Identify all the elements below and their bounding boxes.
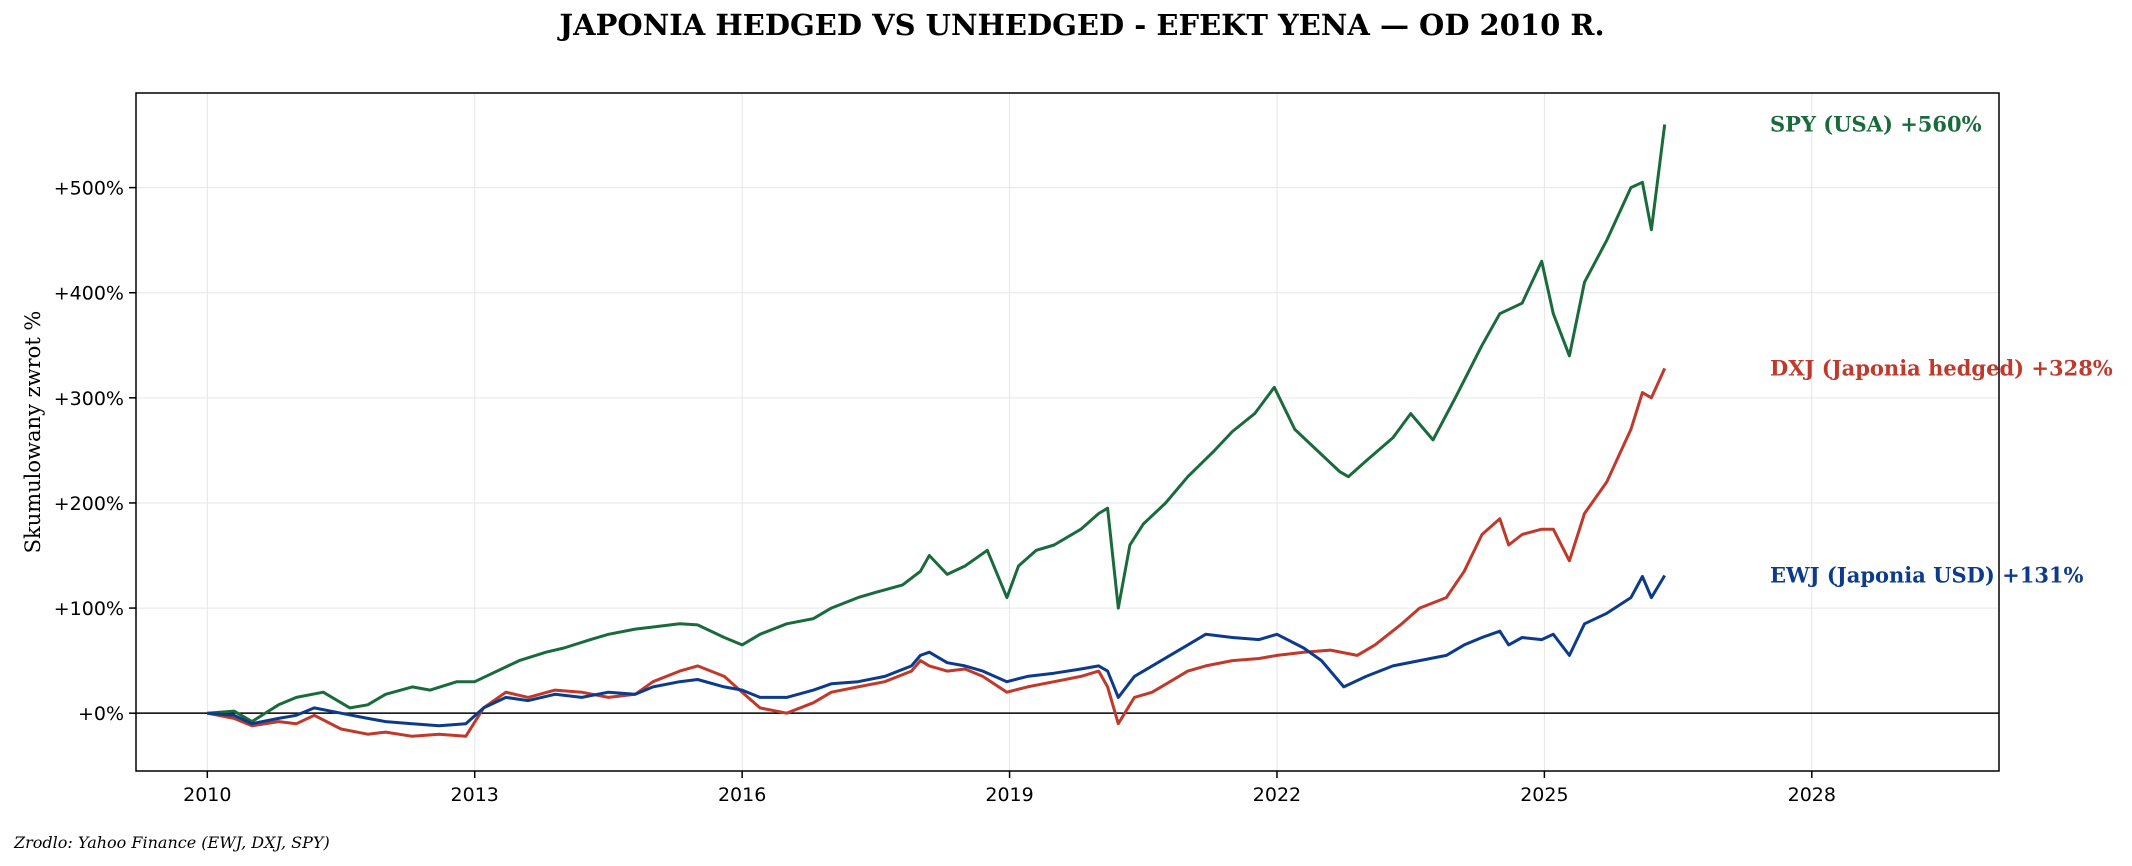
y-tick-label: +0%: [78, 703, 124, 725]
series-end-label: SPY (USA) +560%: [1770, 112, 1982, 137]
chart-title: JAPONIA HEDGED VS UNHEDGED - EFEKT YENA …: [556, 8, 1604, 42]
series-labels: SPY (USA) +560% DXJ (Japonia hedged) +328…: [1770, 112, 2113, 588]
source-note: Zrodlo: Yahoo Finance (EWJ, DXJ, SPY): [13, 833, 330, 852]
x-tick-label: 2025: [1520, 784, 1568, 806]
y-tick-label: +200%: [54, 493, 124, 515]
plot-area-frame: [135, 92, 2000, 772]
series-line-dxj: [207, 367, 1667, 738]
series-end-label: DXJ (Japonia hedged) +328%: [1770, 355, 2113, 380]
y-tick-label: +500%: [54, 178, 124, 200]
y-tick-label: +100%: [54, 598, 124, 620]
gridlines: [136, 93, 1999, 771]
series-end-label: EWJ (Japonia USD) +131%: [1770, 562, 2084, 587]
series-line-ewj: [207, 574, 1666, 728]
x-tick-label: 2016: [718, 784, 766, 806]
x-tick-label: 2019: [985, 784, 1033, 806]
x-tick-label: 2013: [451, 784, 499, 806]
data-series: [207, 124, 1667, 738]
x-tick-label: 2010: [183, 784, 231, 806]
y-axis-label: Skumulowany zwrot %: [21, 311, 45, 554]
x-tick-label: 2022: [1253, 784, 1301, 806]
y-axis: +0% +100% +200% +300% +400% +500%: [54, 178, 136, 725]
y-tick-label: +400%: [54, 283, 124, 305]
y-tick-label: +300%: [54, 388, 124, 410]
x-axis: 2010 2013 2016 2019 2022 2025 2028: [183, 771, 1836, 806]
x-tick-label: 2028: [1788, 784, 1836, 806]
series-line-spy: [207, 124, 1667, 724]
